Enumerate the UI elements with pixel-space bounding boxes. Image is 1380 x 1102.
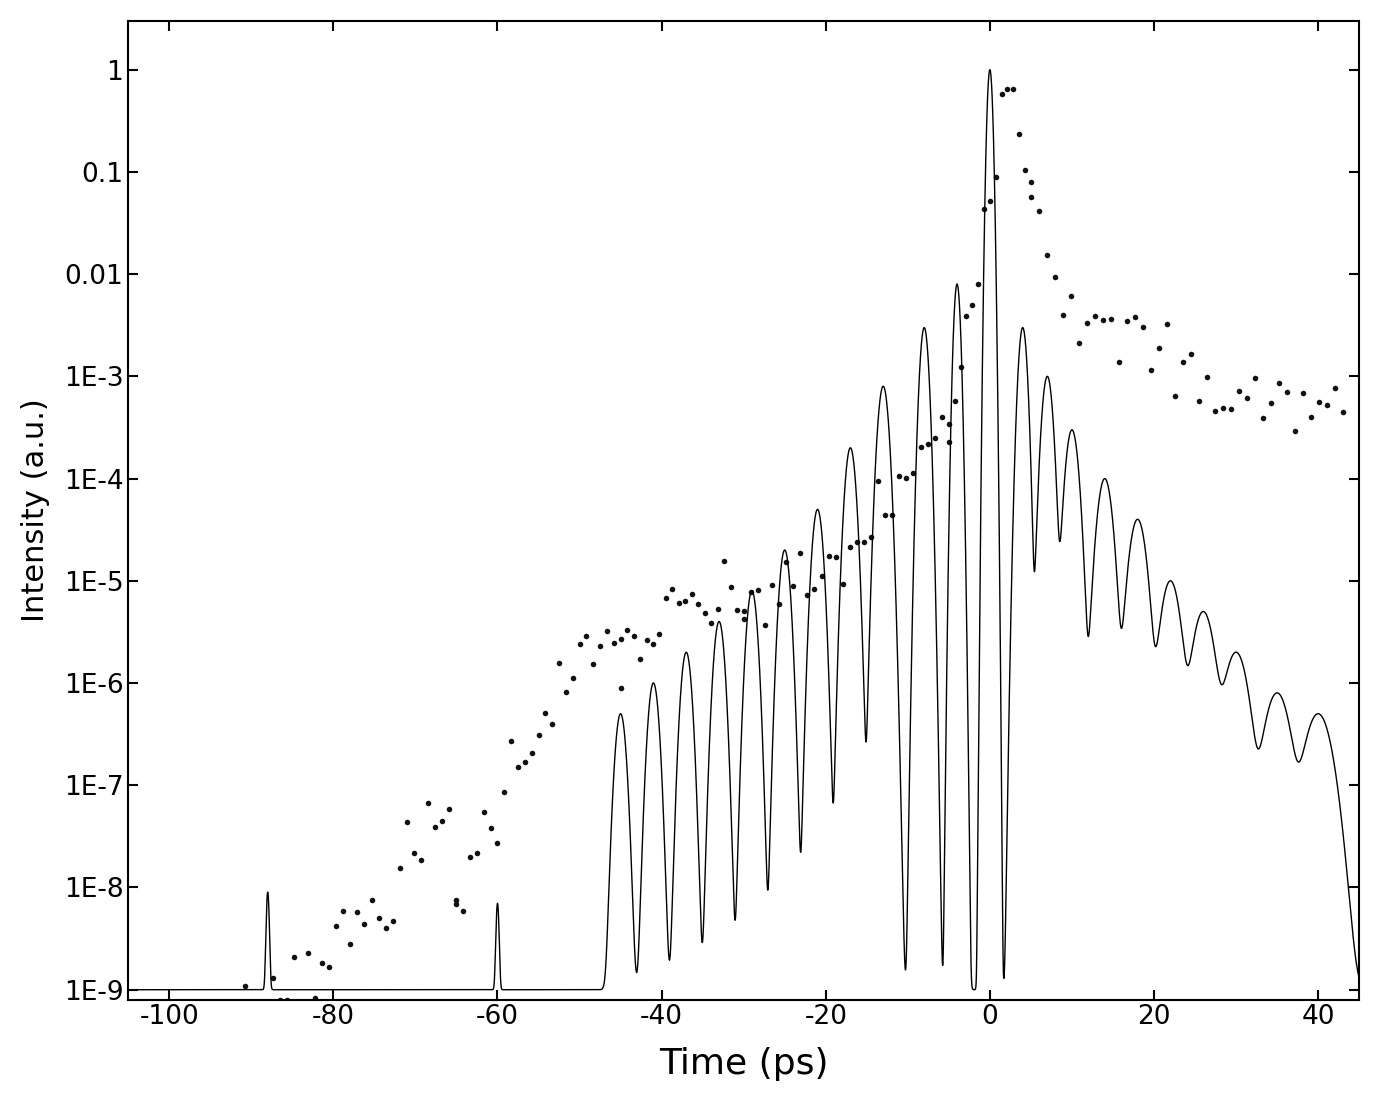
X-axis label: Time (ps): Time (ps) bbox=[658, 1047, 828, 1081]
Y-axis label: Intensity (a.u.): Intensity (a.u.) bbox=[21, 398, 50, 623]
